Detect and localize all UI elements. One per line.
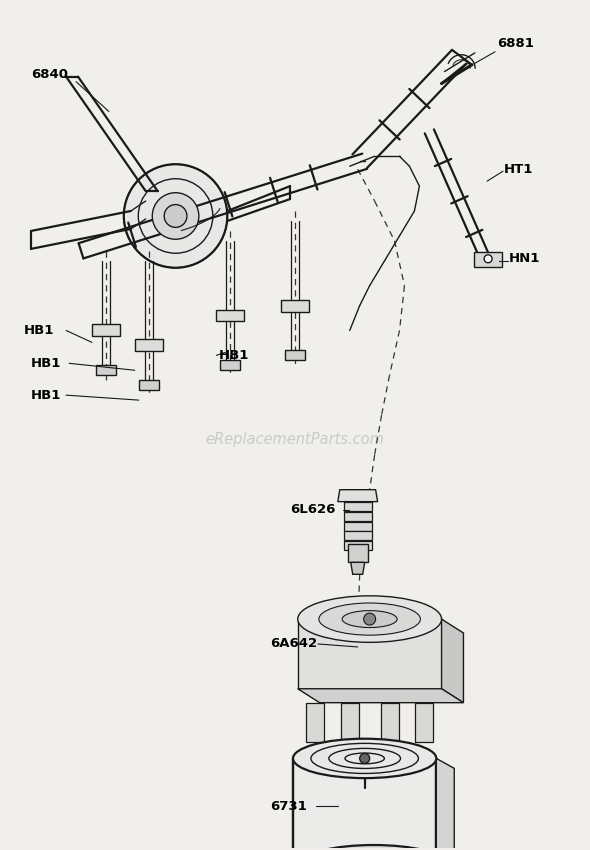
- Bar: [348, 545, 368, 563]
- Bar: [344, 512, 372, 520]
- Bar: [220, 360, 240, 371]
- Text: 6A642: 6A642: [270, 638, 317, 650]
- Text: 6881: 6881: [497, 37, 534, 50]
- Circle shape: [164, 205, 187, 227]
- Bar: [344, 541, 372, 551]
- Bar: [293, 758, 437, 850]
- Bar: [298, 619, 441, 688]
- Bar: [381, 703, 398, 743]
- Bar: [139, 380, 159, 390]
- Bar: [344, 522, 372, 530]
- Bar: [344, 502, 372, 511]
- Bar: [285, 350, 305, 360]
- Ellipse shape: [298, 596, 441, 643]
- Bar: [474, 252, 502, 267]
- Circle shape: [124, 164, 227, 268]
- Ellipse shape: [342, 610, 397, 627]
- Text: 6731: 6731: [270, 800, 307, 813]
- Polygon shape: [350, 563, 365, 575]
- Circle shape: [360, 753, 370, 763]
- Text: HB1: HB1: [23, 324, 54, 337]
- Text: HB1: HB1: [218, 348, 249, 362]
- Bar: [415, 703, 433, 743]
- Bar: [135, 339, 163, 351]
- Text: HN1: HN1: [509, 252, 540, 265]
- Text: 6L626: 6L626: [290, 503, 335, 516]
- Bar: [341, 703, 359, 743]
- Bar: [217, 309, 244, 321]
- Bar: [344, 531, 372, 541]
- Polygon shape: [441, 619, 464, 703]
- Ellipse shape: [302, 845, 445, 850]
- Text: eReplacementParts.com: eReplacementParts.com: [205, 433, 385, 447]
- Ellipse shape: [293, 739, 437, 778]
- Bar: [306, 703, 324, 743]
- Polygon shape: [298, 688, 464, 703]
- Polygon shape: [437, 758, 454, 850]
- Text: HT1: HT1: [504, 162, 533, 176]
- Bar: [92, 325, 120, 337]
- Ellipse shape: [319, 603, 421, 635]
- Polygon shape: [338, 490, 378, 502]
- Circle shape: [363, 613, 376, 625]
- Text: HB1: HB1: [31, 357, 61, 370]
- Bar: [96, 366, 116, 375]
- Text: 6840: 6840: [31, 68, 68, 81]
- Circle shape: [152, 193, 199, 240]
- Circle shape: [484, 255, 492, 263]
- Text: HB1: HB1: [31, 388, 61, 402]
- Bar: [281, 299, 309, 312]
